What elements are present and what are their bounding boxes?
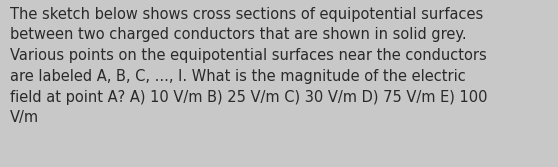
Text: The sketch below shows cross sections of equipotential surfaces
between two char: The sketch below shows cross sections of… [10,7,488,125]
